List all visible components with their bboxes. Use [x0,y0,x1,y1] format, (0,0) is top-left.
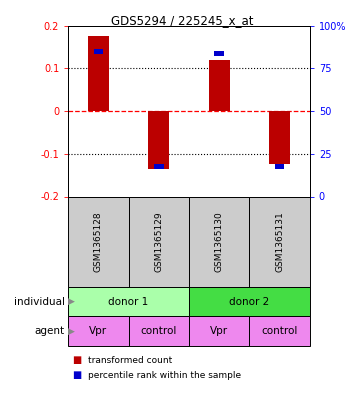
Text: transformed count: transformed count [88,356,172,365]
Text: ■: ■ [72,370,81,380]
Text: donor 2: donor 2 [229,297,270,307]
Bar [94,49,103,54]
Text: percentile rank within the sample: percentile rank within the sample [88,371,241,380]
Text: donor 1: donor 1 [108,297,149,307]
Bar [215,51,224,56]
Text: ▶: ▶ [68,297,75,306]
Text: GSM1365130: GSM1365130 [215,211,224,272]
Text: ▶: ▶ [68,327,75,336]
Text: ■: ■ [72,355,81,365]
Bar [148,111,169,169]
Text: GSM1365129: GSM1365129 [154,211,163,272]
Text: control: control [261,326,298,336]
Text: GSM1365131: GSM1365131 [275,211,284,272]
Text: control: control [141,326,177,336]
Text: GSM1365128: GSM1365128 [94,211,103,272]
Bar [269,111,290,164]
Text: Vpr: Vpr [89,326,107,336]
Bar [154,164,163,169]
Bar [88,36,109,111]
Bar [209,60,230,111]
Text: GDS5294 / 225245_x_at: GDS5294 / 225245_x_at [111,14,253,27]
Text: agent: agent [35,326,65,336]
Text: Vpr: Vpr [210,326,228,336]
Bar [275,164,284,169]
Text: individual: individual [14,297,65,307]
